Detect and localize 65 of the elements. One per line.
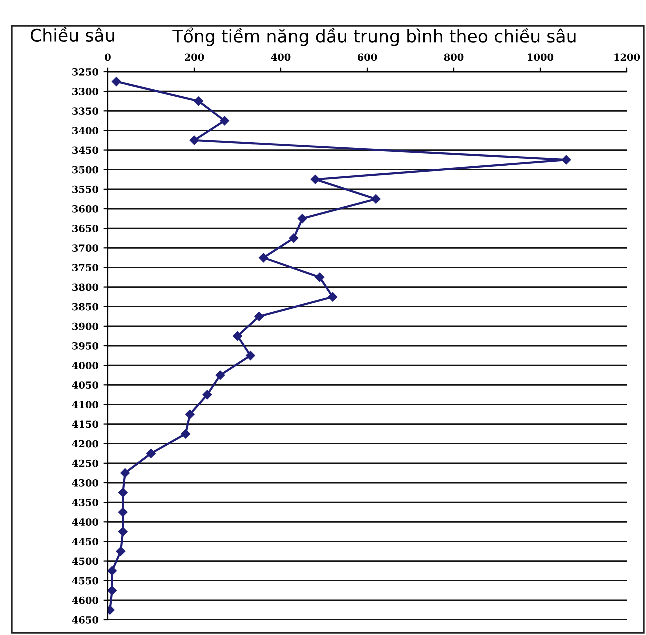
y-tick-label: 4400 xyxy=(72,518,99,526)
point xyxy=(118,488,128,498)
x-tick-label: 0 xyxy=(105,54,111,62)
point xyxy=(289,234,299,243)
point xyxy=(298,214,308,224)
y-tick-label: 3700 xyxy=(72,244,99,252)
x-tick-label: 1000 xyxy=(528,54,554,62)
point xyxy=(310,175,320,184)
point xyxy=(116,546,126,556)
y-tick-label: 3450 xyxy=(72,146,99,154)
y-tick-label: 3300 xyxy=(72,88,99,96)
point xyxy=(259,253,268,263)
point xyxy=(118,527,128,537)
point xyxy=(315,272,325,282)
point xyxy=(186,410,195,420)
y-tick-label: 4600 xyxy=(72,596,99,604)
y-axis-title: Chiều sâu xyxy=(30,27,114,42)
y-tick-label: 4450 xyxy=(72,538,99,546)
point xyxy=(328,292,338,302)
point xyxy=(254,312,264,322)
y-tick-label: 3650 xyxy=(72,225,99,232)
y-tick-label: 4100 xyxy=(72,401,99,409)
point xyxy=(190,136,200,146)
y-tick-label: 3550 xyxy=(72,186,99,194)
point xyxy=(202,390,212,400)
y-tick-label: 3850 xyxy=(72,303,99,311)
x-tick-label: 1200 xyxy=(614,54,640,62)
point xyxy=(112,77,122,86)
y-tick-label: 4150 xyxy=(72,420,99,428)
x-tick-label: 400 xyxy=(271,54,291,62)
y-tick-label: 4050 xyxy=(72,382,99,389)
y-tick-label: 4650 xyxy=(72,616,99,624)
y-tick-label: 3350 xyxy=(72,108,99,115)
x-tick-label: 600 xyxy=(358,54,378,62)
chart-title: Tổng tiềm năng dầu trung bình theo chiều sâu xyxy=(172,28,576,46)
x-tick-label: 800 xyxy=(444,54,464,62)
x-tick-label: 200 xyxy=(185,54,204,62)
point xyxy=(108,586,117,596)
point xyxy=(120,468,130,478)
y-tick-label: 3400 xyxy=(72,127,99,135)
point xyxy=(562,155,572,165)
y-tick-label: 3800 xyxy=(72,284,99,292)
y-tick-label: 4550 xyxy=(72,577,99,585)
y-tick-label: 4000 xyxy=(72,362,99,370)
point xyxy=(194,96,204,106)
y-tick-label: 3250 xyxy=(72,68,99,76)
point xyxy=(246,351,256,360)
y-tick-label: 3500 xyxy=(72,166,99,174)
y-tick-label: 3950 xyxy=(72,342,99,350)
point xyxy=(220,116,230,126)
point xyxy=(233,332,242,341)
y-tick-label: 4300 xyxy=(72,479,99,487)
y-tick-label: 3600 xyxy=(72,205,99,213)
point xyxy=(118,508,128,517)
point xyxy=(146,449,156,458)
point xyxy=(372,194,381,204)
point xyxy=(216,370,226,380)
y-tick-label: 4200 xyxy=(72,440,99,448)
y-tick-label: 4250 xyxy=(72,460,99,468)
y-tick-label: 3750 xyxy=(72,264,99,272)
point xyxy=(181,429,190,439)
y-tick-label: 3900 xyxy=(72,322,99,330)
y-tick-label: 4500 xyxy=(72,558,99,566)
y-tick-label: 4350 xyxy=(72,499,99,506)
point xyxy=(108,566,117,576)
